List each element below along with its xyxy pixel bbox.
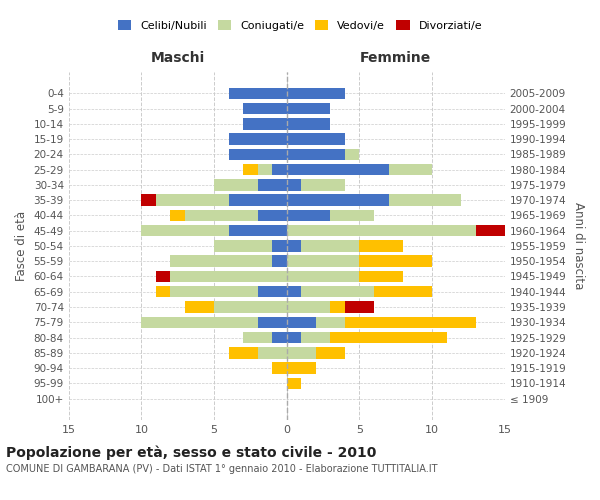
Bar	[345, 148, 359, 160]
Bar	[257, 286, 287, 298]
Bar	[359, 240, 403, 252]
Text: Popolazione per età, sesso e stato civile - 2010: Popolazione per età, sesso e stato civil…	[6, 446, 376, 460]
Bar	[272, 362, 287, 374]
Bar	[287, 179, 301, 190]
Bar	[287, 332, 301, 343]
Bar	[287, 362, 316, 374]
Bar	[345, 316, 476, 328]
Bar	[272, 240, 287, 252]
Bar	[257, 210, 287, 221]
Bar	[316, 316, 345, 328]
Bar	[287, 378, 301, 389]
Bar	[287, 225, 476, 236]
Bar	[287, 134, 345, 145]
Bar	[170, 286, 257, 298]
Bar	[229, 88, 287, 99]
Bar	[156, 194, 229, 206]
Bar	[229, 347, 257, 358]
Bar	[389, 164, 432, 175]
Bar	[142, 225, 229, 236]
Bar	[374, 286, 432, 298]
Bar	[243, 164, 257, 175]
Y-axis label: Fasce di età: Fasce di età	[15, 211, 28, 281]
Bar	[301, 179, 345, 190]
Text: Femmine: Femmine	[360, 50, 431, 64]
Text: COMUNE DI GAMBARANA (PV) - Dati ISTAT 1° gennaio 2010 - Elaborazione TUTTITALIA.: COMUNE DI GAMBARANA (PV) - Dati ISTAT 1°…	[6, 464, 437, 474]
Bar	[287, 316, 316, 328]
Bar	[287, 210, 331, 221]
Bar	[345, 302, 374, 312]
Bar	[287, 118, 331, 130]
Bar	[287, 256, 359, 267]
Bar	[287, 270, 359, 282]
Bar	[287, 286, 301, 298]
Bar	[331, 302, 345, 312]
Bar	[257, 347, 287, 358]
Bar	[170, 210, 185, 221]
Bar	[229, 148, 287, 160]
Bar	[331, 210, 374, 221]
Bar	[287, 347, 316, 358]
Bar	[287, 88, 345, 99]
Bar	[243, 103, 287, 115]
Bar	[156, 286, 170, 298]
Bar	[185, 210, 257, 221]
Bar	[229, 225, 287, 236]
Bar	[229, 194, 287, 206]
Bar	[272, 256, 287, 267]
Bar	[257, 164, 272, 175]
Y-axis label: Anni di nascita: Anni di nascita	[572, 202, 585, 290]
Bar	[170, 256, 272, 267]
Bar	[359, 256, 432, 267]
Bar	[359, 270, 403, 282]
Bar	[142, 194, 156, 206]
Bar	[301, 286, 374, 298]
Bar	[156, 270, 170, 282]
Bar	[301, 240, 359, 252]
Bar	[257, 179, 287, 190]
Bar	[243, 118, 287, 130]
Bar	[287, 103, 331, 115]
Bar	[476, 225, 505, 236]
Bar	[272, 164, 287, 175]
Bar	[316, 347, 345, 358]
Bar	[287, 240, 301, 252]
Text: Maschi: Maschi	[151, 50, 205, 64]
Bar	[287, 302, 331, 312]
Bar	[389, 194, 461, 206]
Bar	[214, 179, 257, 190]
Bar	[185, 302, 214, 312]
Bar	[272, 332, 287, 343]
Bar	[142, 316, 257, 328]
Bar	[287, 148, 345, 160]
Bar	[287, 194, 389, 206]
Bar	[229, 134, 287, 145]
Bar	[301, 332, 331, 343]
Bar	[243, 332, 272, 343]
Bar	[170, 270, 287, 282]
Bar	[214, 240, 272, 252]
Bar	[214, 302, 287, 312]
Bar	[287, 164, 389, 175]
Bar	[257, 316, 287, 328]
Bar	[331, 332, 446, 343]
Legend: Celibi/Nubili, Coniugati/e, Vedovi/e, Divorziati/e: Celibi/Nubili, Coniugati/e, Vedovi/e, Di…	[113, 16, 487, 35]
